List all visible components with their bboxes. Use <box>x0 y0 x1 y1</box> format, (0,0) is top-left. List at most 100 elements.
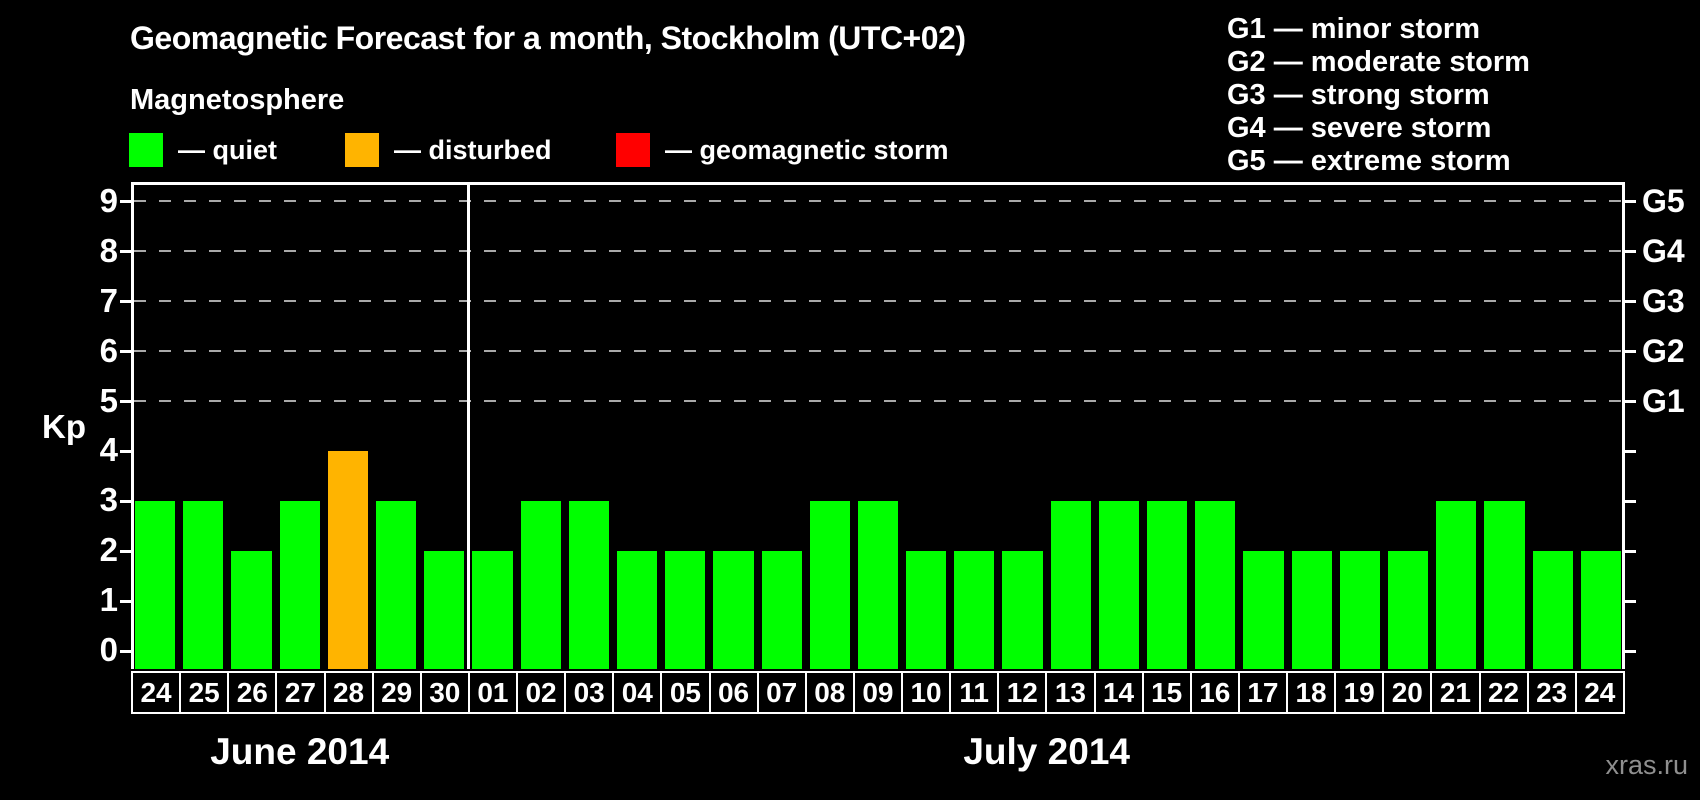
date-cell: 04 <box>612 671 663 714</box>
date-cell: 09 <box>852 671 903 714</box>
date-cell: 26 <box>227 671 278 714</box>
y-tick-mark-left <box>120 649 131 653</box>
date-cell: 08 <box>804 671 855 714</box>
legend-item-disturbed: — disturbed <box>345 133 552 167</box>
kp-bar <box>1243 551 1284 669</box>
date-cell: 22 <box>1478 671 1529 714</box>
kp-bar <box>424 551 465 669</box>
legend-item-quiet: — quiet <box>129 133 277 167</box>
y-tick-label: 7 <box>99 282 118 320</box>
kp-bar <box>1050 501 1091 669</box>
date-cell: 30 <box>419 671 470 714</box>
y-tick-mark-right <box>1625 599 1636 603</box>
plot-frame-right <box>1622 182 1625 669</box>
date-cell: 11 <box>949 671 1000 714</box>
kp-bar <box>1580 551 1621 669</box>
y-tick-mark-right <box>1625 200 1636 204</box>
date-cell: 21 <box>1430 671 1481 714</box>
date-cell: 27 <box>275 671 326 714</box>
gridline-kp6 <box>134 349 1625 352</box>
date-cell: 13 <box>1045 671 1096 714</box>
storm-scale-legend-line: G4 — severe storm <box>1227 112 1492 144</box>
g-scale-label-g1: G1 <box>1642 382 1685 419</box>
y-tick-label: 4 <box>99 431 118 469</box>
y-tick-mark-right <box>1625 649 1636 653</box>
month-label: July 2014 <box>963 731 1130 772</box>
page-title: Geomagnetic Forecast for a month, Stockh… <box>130 20 966 56</box>
date-cell: 10 <box>901 671 952 714</box>
legend-item-storm: — geomagnetic storm <box>616 133 949 167</box>
date-cell: 17 <box>1237 671 1288 714</box>
date-cell: 05 <box>660 671 711 714</box>
kp-bar <box>1339 551 1381 669</box>
y-tick-mark-right <box>1625 499 1636 503</box>
kp-bar <box>375 501 417 669</box>
date-cell: 29 <box>371 671 422 714</box>
kp-bar <box>327 451 368 669</box>
kp-bar <box>1484 501 1525 669</box>
date-cell: 15 <box>1141 671 1192 714</box>
date-cell: 03 <box>564 671 615 714</box>
storm-scale-legend-line: G3 — strong storm <box>1227 79 1490 111</box>
y-tick-label: 3 <box>99 481 118 519</box>
y-tick-mark-left <box>120 449 131 453</box>
kp-bar <box>954 551 995 669</box>
y-tick-mark-left <box>120 499 131 503</box>
y-tick-mark-left <box>120 599 131 603</box>
kp-bar <box>1532 551 1573 669</box>
y-tick-mark-right <box>1625 400 1636 404</box>
kp-bar <box>231 551 272 669</box>
date-cell: 02 <box>516 671 567 714</box>
gridline-kp5 <box>134 399 1625 402</box>
storm-color-swatch-icon <box>616 133 650 167</box>
plot-frame-top <box>131 182 1625 185</box>
month-separator-line <box>466 182 470 669</box>
date-cell: 12 <box>997 671 1048 714</box>
legend-item-label: — quiet <box>178 134 277 165</box>
kp-bar <box>1098 501 1140 669</box>
kp-bar <box>1195 501 1236 669</box>
storm-scale-legend-line: G2 — moderate storm <box>1227 46 1530 78</box>
kp-bar <box>713 551 754 669</box>
plot-area <box>131 182 1625 669</box>
kp-bar <box>568 501 609 669</box>
y-tick-mark-right <box>1625 300 1636 304</box>
kp-bar <box>135 501 176 669</box>
y-tick-mark-left <box>120 200 131 204</box>
y-tick-mark-right <box>1625 449 1636 453</box>
kp-bar <box>279 501 320 669</box>
kp-bar <box>1291 551 1332 669</box>
date-cell: 24 <box>131 671 182 714</box>
storm-scale-legend-line: G5 — extreme storm <box>1227 145 1511 177</box>
date-cell: 16 <box>1189 671 1240 714</box>
g-scale-label-g5: G5 <box>1642 182 1685 219</box>
y-tick-mark-left <box>120 300 131 304</box>
kp-bar <box>183 501 224 669</box>
g-scale-label-g2: G2 <box>1642 332 1685 369</box>
y-tick-mark-left <box>120 400 131 404</box>
storm-scale-legend-line: G1 — minor storm <box>1227 13 1480 45</box>
month-label: June 2014 <box>210 731 390 772</box>
date-cell: 18 <box>1286 671 1337 714</box>
legend-item-label: — geomagnetic storm <box>665 134 949 165</box>
watermark: xras.ru <box>1605 750 1688 780</box>
y-tick-label: 6 <box>99 331 118 369</box>
gridline-kp7 <box>134 299 1625 302</box>
date-cell: 23 <box>1526 671 1577 714</box>
y-tick-mark-right <box>1625 350 1636 354</box>
kp-bar <box>665 551 706 669</box>
storm-scale-legend: G1 — minor storm G2 — moderate storm G3 — … <box>1227 13 1530 178</box>
kp-bar <box>520 501 561 669</box>
kp-bar <box>857 501 899 669</box>
kp-bar <box>1002 551 1043 669</box>
y-axis-title: Kp <box>42 408 86 445</box>
date-cell: 19 <box>1334 671 1385 714</box>
y-tick-label: 0 <box>99 631 118 669</box>
kp-bar <box>809 501 850 669</box>
y-tick-label: 9 <box>99 182 118 220</box>
date-cell: 07 <box>756 671 807 714</box>
date-cell: 01 <box>467 671 518 714</box>
y-tick-mark-left <box>120 350 131 354</box>
magnetosphere-subtitle: Magnetosphere <box>130 84 345 116</box>
